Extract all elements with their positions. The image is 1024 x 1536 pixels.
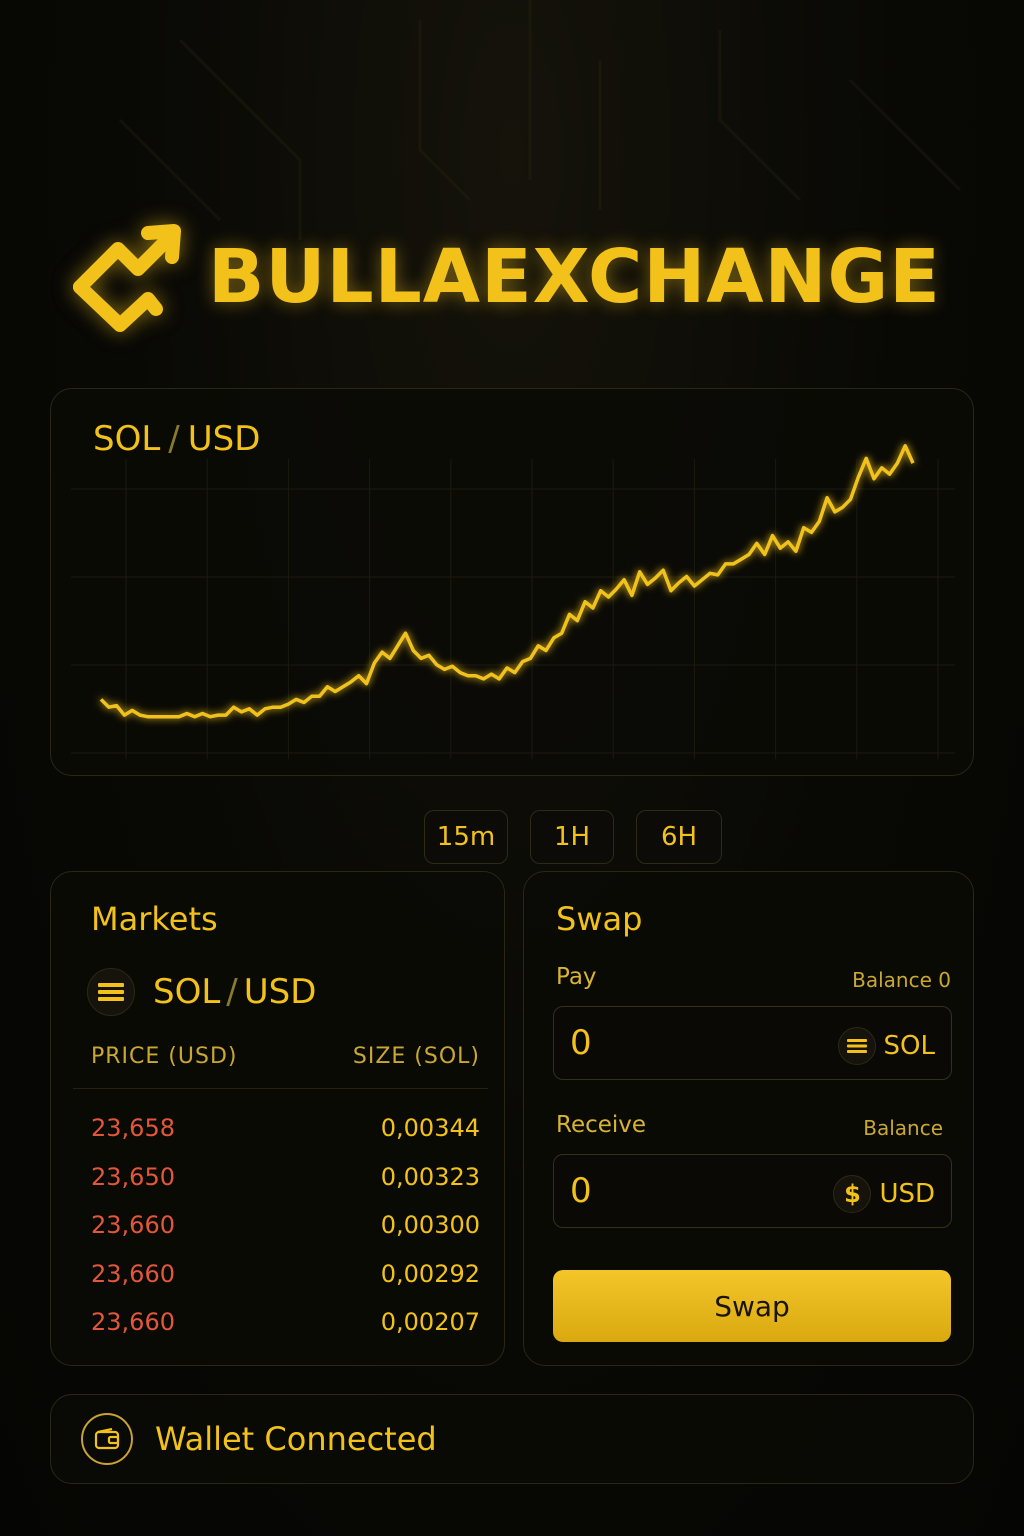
series-line <box>99 444 915 719</box>
order-row: 23,660 0,00300 <box>91 1201 480 1250</box>
order-size: 0,00323 <box>380 1162 480 1191</box>
chart-pair-title: SOL / USD <box>93 419 260 459</box>
order-price: 23,660 <box>91 1211 175 1240</box>
market-pair-sep: / <box>226 972 238 1012</box>
order-row: 23,658 0,00344 <box>91 1104 480 1153</box>
receive-amount-input[interactable] <box>570 1165 770 1217</box>
header-divider <box>73 1088 488 1089</box>
order-size: 0,00292 <box>380 1259 480 1288</box>
pay-field: SOL <box>553 1006 952 1080</box>
chart-pair-base: SOL <box>93 419 161 459</box>
price-chart <box>71 444 955 759</box>
swap-title: Swap <box>556 900 643 938</box>
order-size: 0,00207 <box>380 1308 480 1337</box>
order-row: 23,650 0,00323 <box>91 1153 480 1202</box>
pay-label: Pay <box>556 964 597 990</box>
price-column-header: PRICE (USD) <box>91 1044 238 1069</box>
order-price: 23,660 <box>91 1259 175 1288</box>
background-circuit-lines <box>118 0 962 240</box>
pay-amount-input[interactable] <box>570 1017 770 1069</box>
pay-balance: Balance 0 <box>852 968 951 992</box>
wallet-status-text: Wallet Connected <box>155 1420 437 1458</box>
receive-balance: Balance <box>863 1116 943 1140</box>
pay-token-label: SOL <box>883 1031 935 1061</box>
order-book: 23,658 0,00344 23,650 0,00323 23,660 0,0030… <box>91 1104 480 1347</box>
order-size: 0,00300 <box>380 1211 480 1240</box>
order-row: 23,660 0,00207 <box>91 1298 480 1347</box>
receive-field: $ USD <box>553 1154 952 1228</box>
order-size: 0,00344 <box>380 1114 480 1143</box>
price-chart-panel: SOL / USD <box>50 388 974 776</box>
market-pair-label: SOL / USD <box>153 972 316 1012</box>
timeframe-1h-button[interactable]: 1H <box>530 810 614 864</box>
order-price: 23,660 <box>91 1308 175 1337</box>
timeframe-15m-button[interactable]: 15m <box>424 810 508 864</box>
market-pair-quote: USD <box>243 972 317 1012</box>
brand-header: BULLAEXCHANGE <box>70 212 941 342</box>
receive-token-label: USD <box>879 1179 935 1209</box>
chart-pair-sep: / <box>168 419 180 459</box>
receive-token-selector[interactable]: $ USD <box>833 1175 935 1213</box>
swap-button[interactable]: Swap <box>553 1270 951 1342</box>
swap-panel: Swap Pay Balance 0 SOL Receive Balance $… <box>523 871 974 1366</box>
chart-grid <box>71 459 955 759</box>
timeframe-6h-button[interactable]: 6H <box>636 810 722 864</box>
wallet-icon <box>81 1413 133 1465</box>
brand-name: BULLAEXCHANGE <box>208 234 941 320</box>
market-pair-base: SOL <box>153 972 221 1012</box>
size-column-header: SIZE (SOL) <box>352 1044 480 1069</box>
order-price: 23,658 <box>91 1114 175 1143</box>
receive-label: Receive <box>556 1112 647 1138</box>
dollar-icon: $ <box>833 1175 872 1213</box>
trend-arrow-logo-icon <box>73 224 181 332</box>
timeframe-selector: 15m 1H 6H <box>424 810 722 864</box>
market-pair-selector[interactable]: SOL / USD <box>87 968 316 1016</box>
menu-lines-icon <box>837 1027 876 1065</box>
markets-panel: Markets SOL / USD PRICE (USD) SIZE (SOL) 2… <box>50 871 505 1366</box>
pay-token-selector[interactable]: SOL <box>837 1027 935 1065</box>
wallet-status-bar[interactable]: Wallet Connected <box>50 1394 974 1484</box>
chart-pair-quote: USD <box>187 419 261 459</box>
menu-lines-icon <box>87 968 135 1016</box>
order-row: 23,660 0,00292 <box>91 1250 480 1299</box>
markets-title: Markets <box>91 900 218 938</box>
order-price: 23,650 <box>91 1162 175 1191</box>
